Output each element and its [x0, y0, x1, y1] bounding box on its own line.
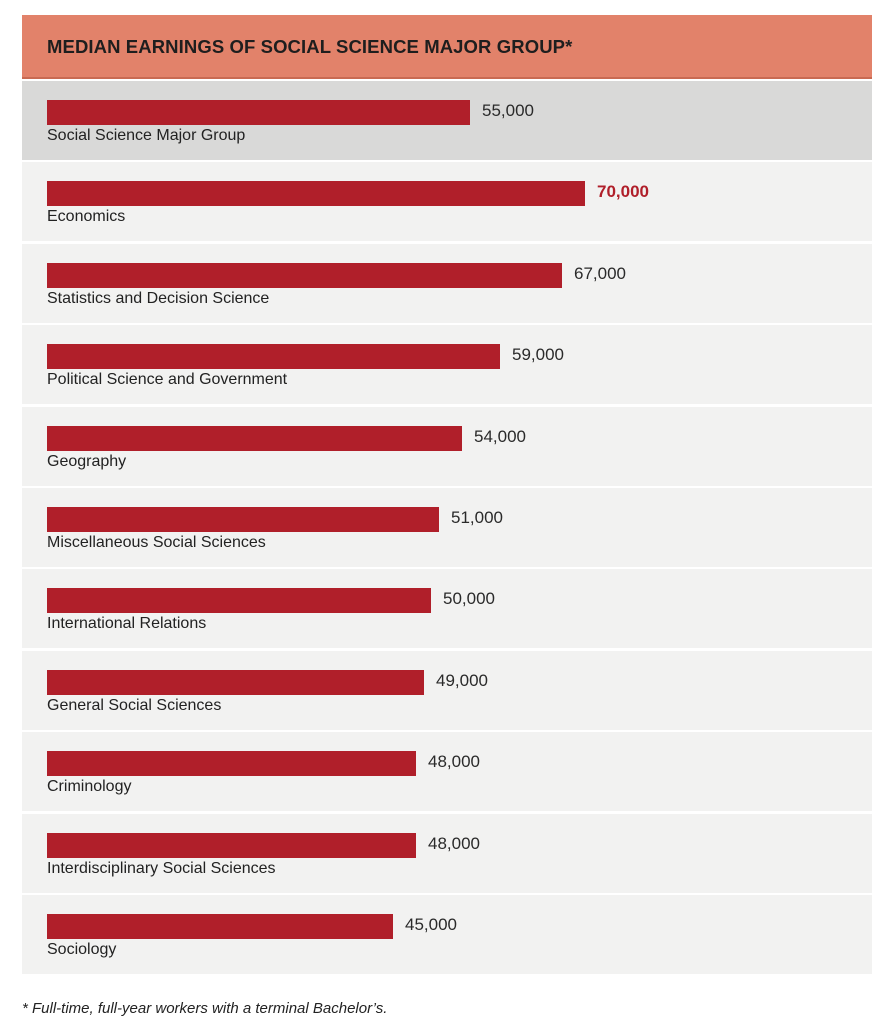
bar [47, 832, 416, 858]
bar [47, 181, 585, 207]
bar-value-label: 54,000 [474, 426, 526, 446]
category-label: International Relations [47, 615, 207, 633]
bar-value-label: 48,000 [428, 833, 480, 853]
category-label: Interdisciplinary Social Sciences [47, 859, 276, 877]
bar-value-label: 59,000 [512, 345, 564, 365]
bar-value-label: 45,000 [405, 914, 457, 934]
bar-row: 45,000 Sociology [22, 894, 872, 974]
bar-row: 67,000 Statistics and Decision Science [22, 243, 872, 323]
category-label: Social Science Major Group [47, 127, 246, 144]
bar [47, 344, 500, 370]
bar-value-label: 51,000 [451, 507, 503, 527]
category-label: Sociology [47, 940, 117, 958]
bar-row: 49,000 General Social Sciences [22, 650, 872, 730]
bar-value-label: 50,000 [443, 589, 495, 609]
bar-row: 54,000 Geography [22, 406, 872, 486]
bar-row: 59,000 Political Science and Government [22, 325, 872, 405]
chart-header: MEDIAN EARNINGS OF SOCIAL SCIENCE MAJOR … [22, 15, 872, 79]
bar-row: 70,000 Economics [22, 162, 872, 242]
category-label: Geography [47, 452, 127, 470]
bar-row: 48,000 Criminology [22, 732, 872, 812]
bar-row: 48,000 Interdisciplinary Social Sciences [22, 813, 872, 893]
category-label: Economics [47, 208, 126, 226]
bar [47, 425, 462, 451]
bar-row: 51,000 Miscellaneous Social Sciences [22, 487, 872, 567]
bar-value-label: 70,000 [597, 182, 649, 202]
bar [47, 262, 562, 288]
category-label: General Social Sciences [47, 696, 222, 714]
bar-value-label: 55,000 [482, 101, 534, 120]
bar [47, 751, 416, 777]
category-label: Miscellaneous Social Sciences [47, 533, 266, 551]
category-label: Criminology [47, 778, 132, 796]
bar-value-label: 49,000 [436, 670, 488, 690]
bar-value-label: 48,000 [428, 752, 480, 772]
bar [47, 100, 470, 125]
category-label: Political Science and Government [47, 371, 288, 389]
bar [47, 506, 439, 532]
footnote: * Full-time, full-year workers with a te… [22, 1000, 388, 1017]
bar [47, 588, 431, 614]
bar-row: 50,000 International Relations [22, 569, 872, 649]
bar [47, 669, 424, 695]
bar [47, 913, 393, 939]
chart-title: MEDIAN EARNINGS OF SOCIAL SCIENCE MAJOR … [47, 36, 573, 57]
category-label: Statistics and Decision Science [47, 289, 270, 307]
bar-row: 55,000 Social Science Major Group [22, 81, 872, 160]
bar-chart: 55,000 Social Science Major Group 70,000 Ec… [22, 81, 872, 976]
bar-value-label: 67,000 [574, 263, 626, 283]
